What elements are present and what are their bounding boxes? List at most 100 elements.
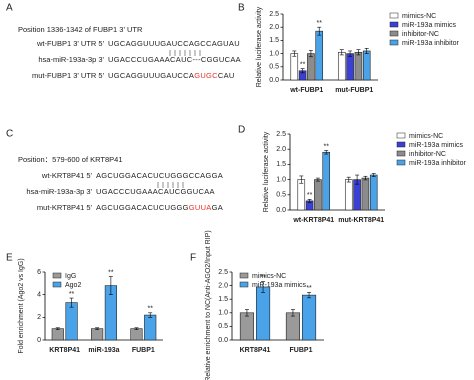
y-axis-label: Fold enrichment (Ago2 vs IgG) <box>18 258 25 353</box>
bar <box>344 179 353 211</box>
legend-label: IgG <box>65 273 76 280</box>
bar <box>346 53 354 81</box>
x-tick-label: wt-FUBP1 <box>289 87 323 94</box>
legend-label: Ago2 <box>65 282 81 289</box>
y-tick-label: 1.5 <box>276 161 286 168</box>
sequence: UGCAGGUUUGAUCCAGCCAGUAU <box>108 39 240 48</box>
row-label: wt-KRT8P41 5' <box>41 171 93 180</box>
row-label: mut-FUBP1 3' UTR 5' <box>32 71 105 80</box>
bar <box>361 177 370 211</box>
y-tick-label: 1.0 <box>276 176 286 183</box>
y-tick-label: 0.0 <box>218 337 228 344</box>
sequence: AGCUGGACACUCUGGGGUUAGA <box>96 203 223 212</box>
bar <box>65 302 78 341</box>
error-bar <box>371 173 376 177</box>
bar <box>315 30 324 81</box>
y-tick-label: 2.5 <box>218 269 228 276</box>
sequence-part: UGCAGGUUUGAUCCA <box>108 71 194 80</box>
sequence: UGACCCUGAAACAUCGGUCAA <box>96 187 215 196</box>
bar <box>322 151 331 211</box>
significance: ** <box>300 61 306 68</box>
error-bar <box>134 327 139 330</box>
error-bar <box>308 50 313 58</box>
error-bar <box>355 174 360 185</box>
bar <box>290 53 299 81</box>
error-bar <box>290 309 295 317</box>
error-bar <box>55 327 60 330</box>
bar <box>314 179 322 211</box>
y-axis-label: Relative luciferase activity <box>256 6 263 87</box>
significance: ** <box>260 274 266 281</box>
legend-swatch <box>52 272 62 279</box>
y-tick-label: 0.5 <box>269 64 279 71</box>
row-label: wt-FUBP1 3' UTR 5' <box>36 39 105 48</box>
bar <box>369 174 378 211</box>
sequence-part: CAU <box>218 71 235 80</box>
panel-label: E <box>6 253 13 264</box>
legend-swatch <box>52 281 62 288</box>
legend-label: mimics-NC <box>409 133 443 140</box>
error-bar <box>69 297 74 308</box>
y-tick-label: 2.5 <box>276 131 286 138</box>
y-tick-label: 1.0 <box>218 310 228 317</box>
y-tick-label: 1.0 <box>269 50 279 57</box>
bar <box>91 328 104 341</box>
significance: ** <box>69 291 75 298</box>
bar <box>354 51 363 81</box>
error-bar <box>95 327 100 330</box>
sequence-part: GA <box>212 203 223 212</box>
bar <box>51 328 64 341</box>
y-tick-label: 6 <box>37 269 41 276</box>
legend-label: miR-193a inhibitor <box>402 40 459 47</box>
y-tick-label: 0 <box>37 337 41 344</box>
panel-label: A <box>6 3 13 14</box>
legend-swatch <box>239 281 249 288</box>
bar <box>297 179 306 211</box>
position-text: Position 1336-1342 of FUBP1 3' UTR <box>18 25 143 34</box>
legend-label: miR-193a mimics <box>252 282 307 289</box>
panel-label: D <box>238 125 245 136</box>
error-bar <box>364 48 369 54</box>
error-bar <box>300 68 305 74</box>
row-label: mut-KRT8P41 5' <box>37 203 93 212</box>
sequence-part: AGCUGGACACUCUGGG <box>96 203 189 212</box>
sequence-part: GUUA <box>189 203 212 212</box>
y-tick-label: 0.5 <box>276 192 286 199</box>
y-tick-label: 2.0 <box>276 146 286 153</box>
y-tick-label: 0.5 <box>218 323 228 330</box>
bar <box>255 286 271 341</box>
x-tick-label: mut-KRT8P41 <box>338 217 384 224</box>
error-bar <box>108 276 113 295</box>
error-bar <box>307 199 312 203</box>
sequence: UGCAGGUUUGAUCCAGUGCCAU <box>108 71 235 80</box>
y-tick-label: 0.0 <box>269 77 279 84</box>
legend-label: miR-193a mimics <box>402 22 457 29</box>
x-tick-label: wt-KRT8P41 <box>292 217 334 224</box>
sequence-part: AGCUGGACACUCUGGGCCAGGA <box>96 171 223 180</box>
legend-label: miR-193a mimics <box>409 142 464 149</box>
legend-swatch <box>396 132 406 139</box>
bar <box>130 328 143 341</box>
y-tick-label: 1.5 <box>218 296 228 303</box>
y-tick-label: 4 <box>37 292 41 299</box>
error-bar <box>148 312 153 318</box>
sequence: AGCUGGACACUCUGGGCCAGGA <box>96 171 223 180</box>
bar <box>239 312 255 341</box>
legend-label: inhibitor-NC <box>402 31 439 38</box>
error-bar <box>339 49 344 56</box>
row-label: hsa-miR-193a-3p 3' <box>26 187 92 196</box>
y-tick-label: 1.5 <box>269 37 279 44</box>
error-bar <box>356 49 361 56</box>
x-tick-label: FUBP1 <box>290 347 313 354</box>
error-bar <box>292 50 297 57</box>
significance: ** <box>323 143 329 150</box>
panel-label: F <box>190 253 196 264</box>
sequence-part: UGACCCUGAAACAUCGGUCAA <box>96 187 215 196</box>
x-tick-label: FUBP1 <box>132 347 155 354</box>
legend-label: mimics-NC <box>402 13 436 20</box>
error-bar <box>244 309 249 317</box>
y-axis-label: Relative enrichment to NC(Anti-AGO2/Inpu… <box>205 230 212 380</box>
y-tick-label: 0.0 <box>276 207 286 214</box>
significance: ** <box>307 192 313 199</box>
